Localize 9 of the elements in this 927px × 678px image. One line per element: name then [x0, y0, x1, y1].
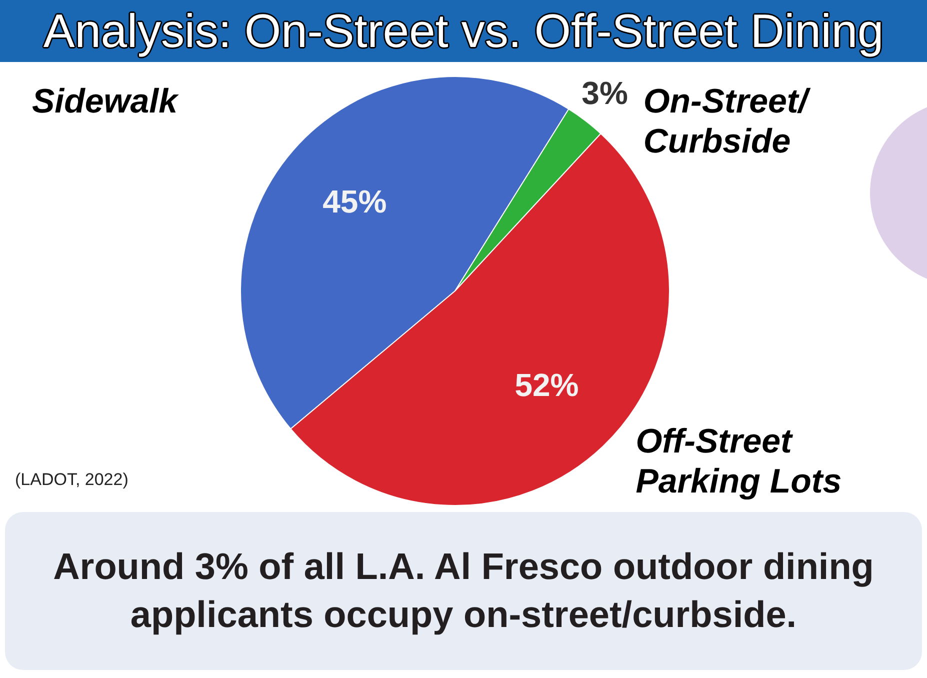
data-label: 3%	[582, 74, 628, 111]
text: (LADOT, 2022)	[15, 470, 128, 490]
text: Around 3% of all L.A. Al Fresco outdoor dining applicants occupy on-street/curbside.	[52, 545, 875, 637]
slice-label: Off-Street Parking Lots	[636, 422, 842, 500]
data-label: 52%	[514, 367, 579, 404]
slice-label: Sidewalk	[32, 82, 180, 120]
data-label: 45%	[322, 184, 387, 220]
chart-title: Analysis: On-Street vs. Off-Street Dining	[0, 0, 927, 62]
slice-label: On-Street/Curbside	[643, 82, 812, 160]
